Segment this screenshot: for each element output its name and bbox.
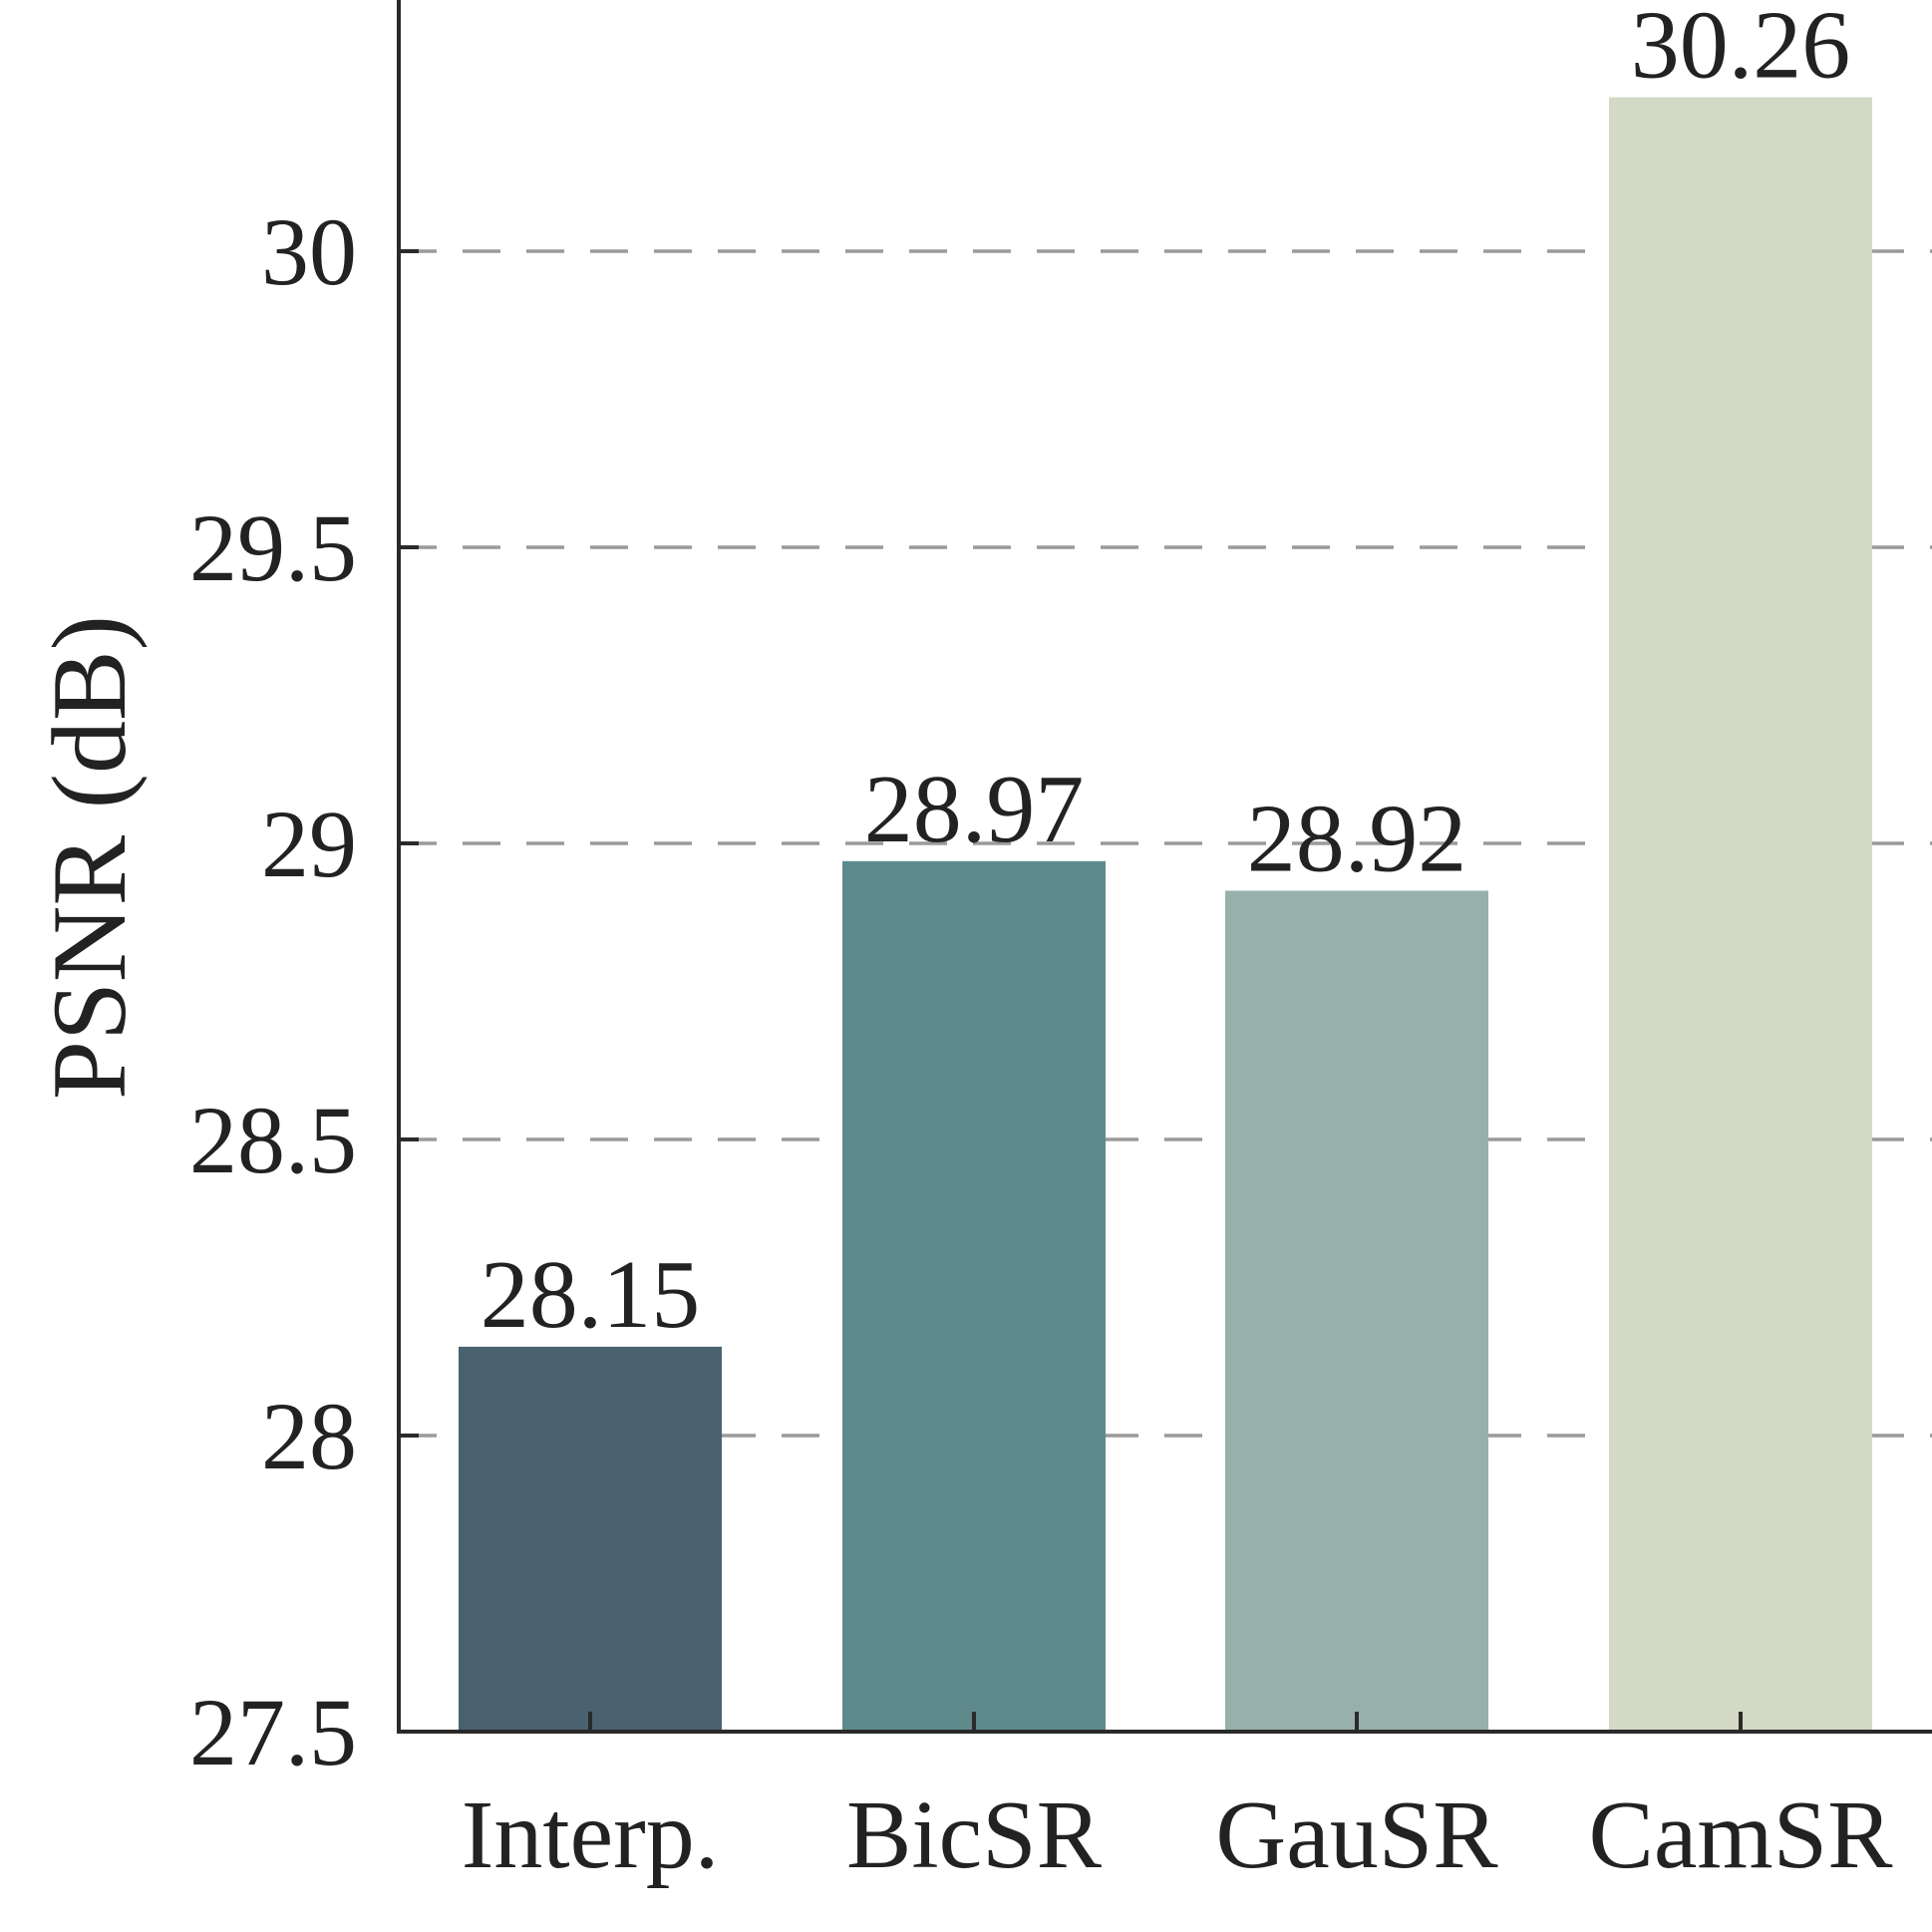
data-label: 28.92 xyxy=(1247,786,1467,893)
data-label: 30.26 xyxy=(1631,0,1851,100)
y-tick-label: 28.5 xyxy=(189,1087,357,1193)
data-label-layer: 28.15 28.97 28.92 30.26 xyxy=(481,0,1851,1349)
x-tick-label: GauSR xyxy=(1215,1781,1498,1889)
y-tick-label: 27.5 xyxy=(189,1679,357,1785)
x-tick-label: BicSR xyxy=(846,1781,1103,1889)
bar xyxy=(842,860,1106,1732)
x-tick-label: Interp. xyxy=(462,1781,720,1889)
bar xyxy=(1609,97,1872,1732)
x-tick-label: CamSR xyxy=(1589,1781,1894,1889)
data-label: 28.97 xyxy=(864,756,1085,863)
y-tick-label: 29 xyxy=(261,791,357,897)
y-tick-label: 28 xyxy=(261,1383,357,1489)
data-label: 28.15 xyxy=(481,1241,701,1349)
y-tick-label: 29.5 xyxy=(189,494,357,601)
y-tick-layer: 27.5 28 28.5 29 29.5 30 xyxy=(189,198,419,1785)
bar xyxy=(459,1346,722,1732)
y-tick-label: 30 xyxy=(261,198,357,305)
x-tick-layer: Interp. BicSR GauSR CamSR xyxy=(462,1712,1893,1889)
y-axis-label: PSNR (dB) xyxy=(31,615,148,1100)
bar-layer xyxy=(459,97,1872,1732)
axis-layer xyxy=(397,0,1932,1734)
bar xyxy=(1225,890,1488,1732)
